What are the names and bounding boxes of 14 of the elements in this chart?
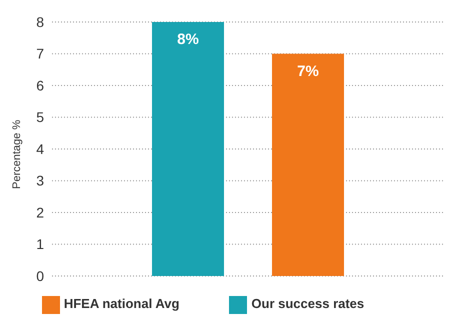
y-tick-label: 5: [36, 109, 44, 126]
y-tick-label: 1: [36, 236, 44, 252]
y-tick-label: 0: [36, 268, 44, 284]
data-label: 7%: [297, 62, 319, 80]
data-label: 8%: [177, 31, 199, 48]
legend-label: Our success rates: [251, 296, 364, 312]
y-tick-label: 7: [36, 46, 44, 62]
legend-label: HFEA national Avg: [64, 296, 180, 312]
y-tick-label: 8: [36, 14, 44, 30]
y-tick-label: 6: [36, 77, 44, 94]
y-axis-title: Percentage %: [10, 120, 23, 189]
y-tick-label: 3: [36, 172, 44, 189]
y-tick-label: 2: [36, 204, 44, 220]
y-tick-label: 4: [36, 140, 44, 157]
